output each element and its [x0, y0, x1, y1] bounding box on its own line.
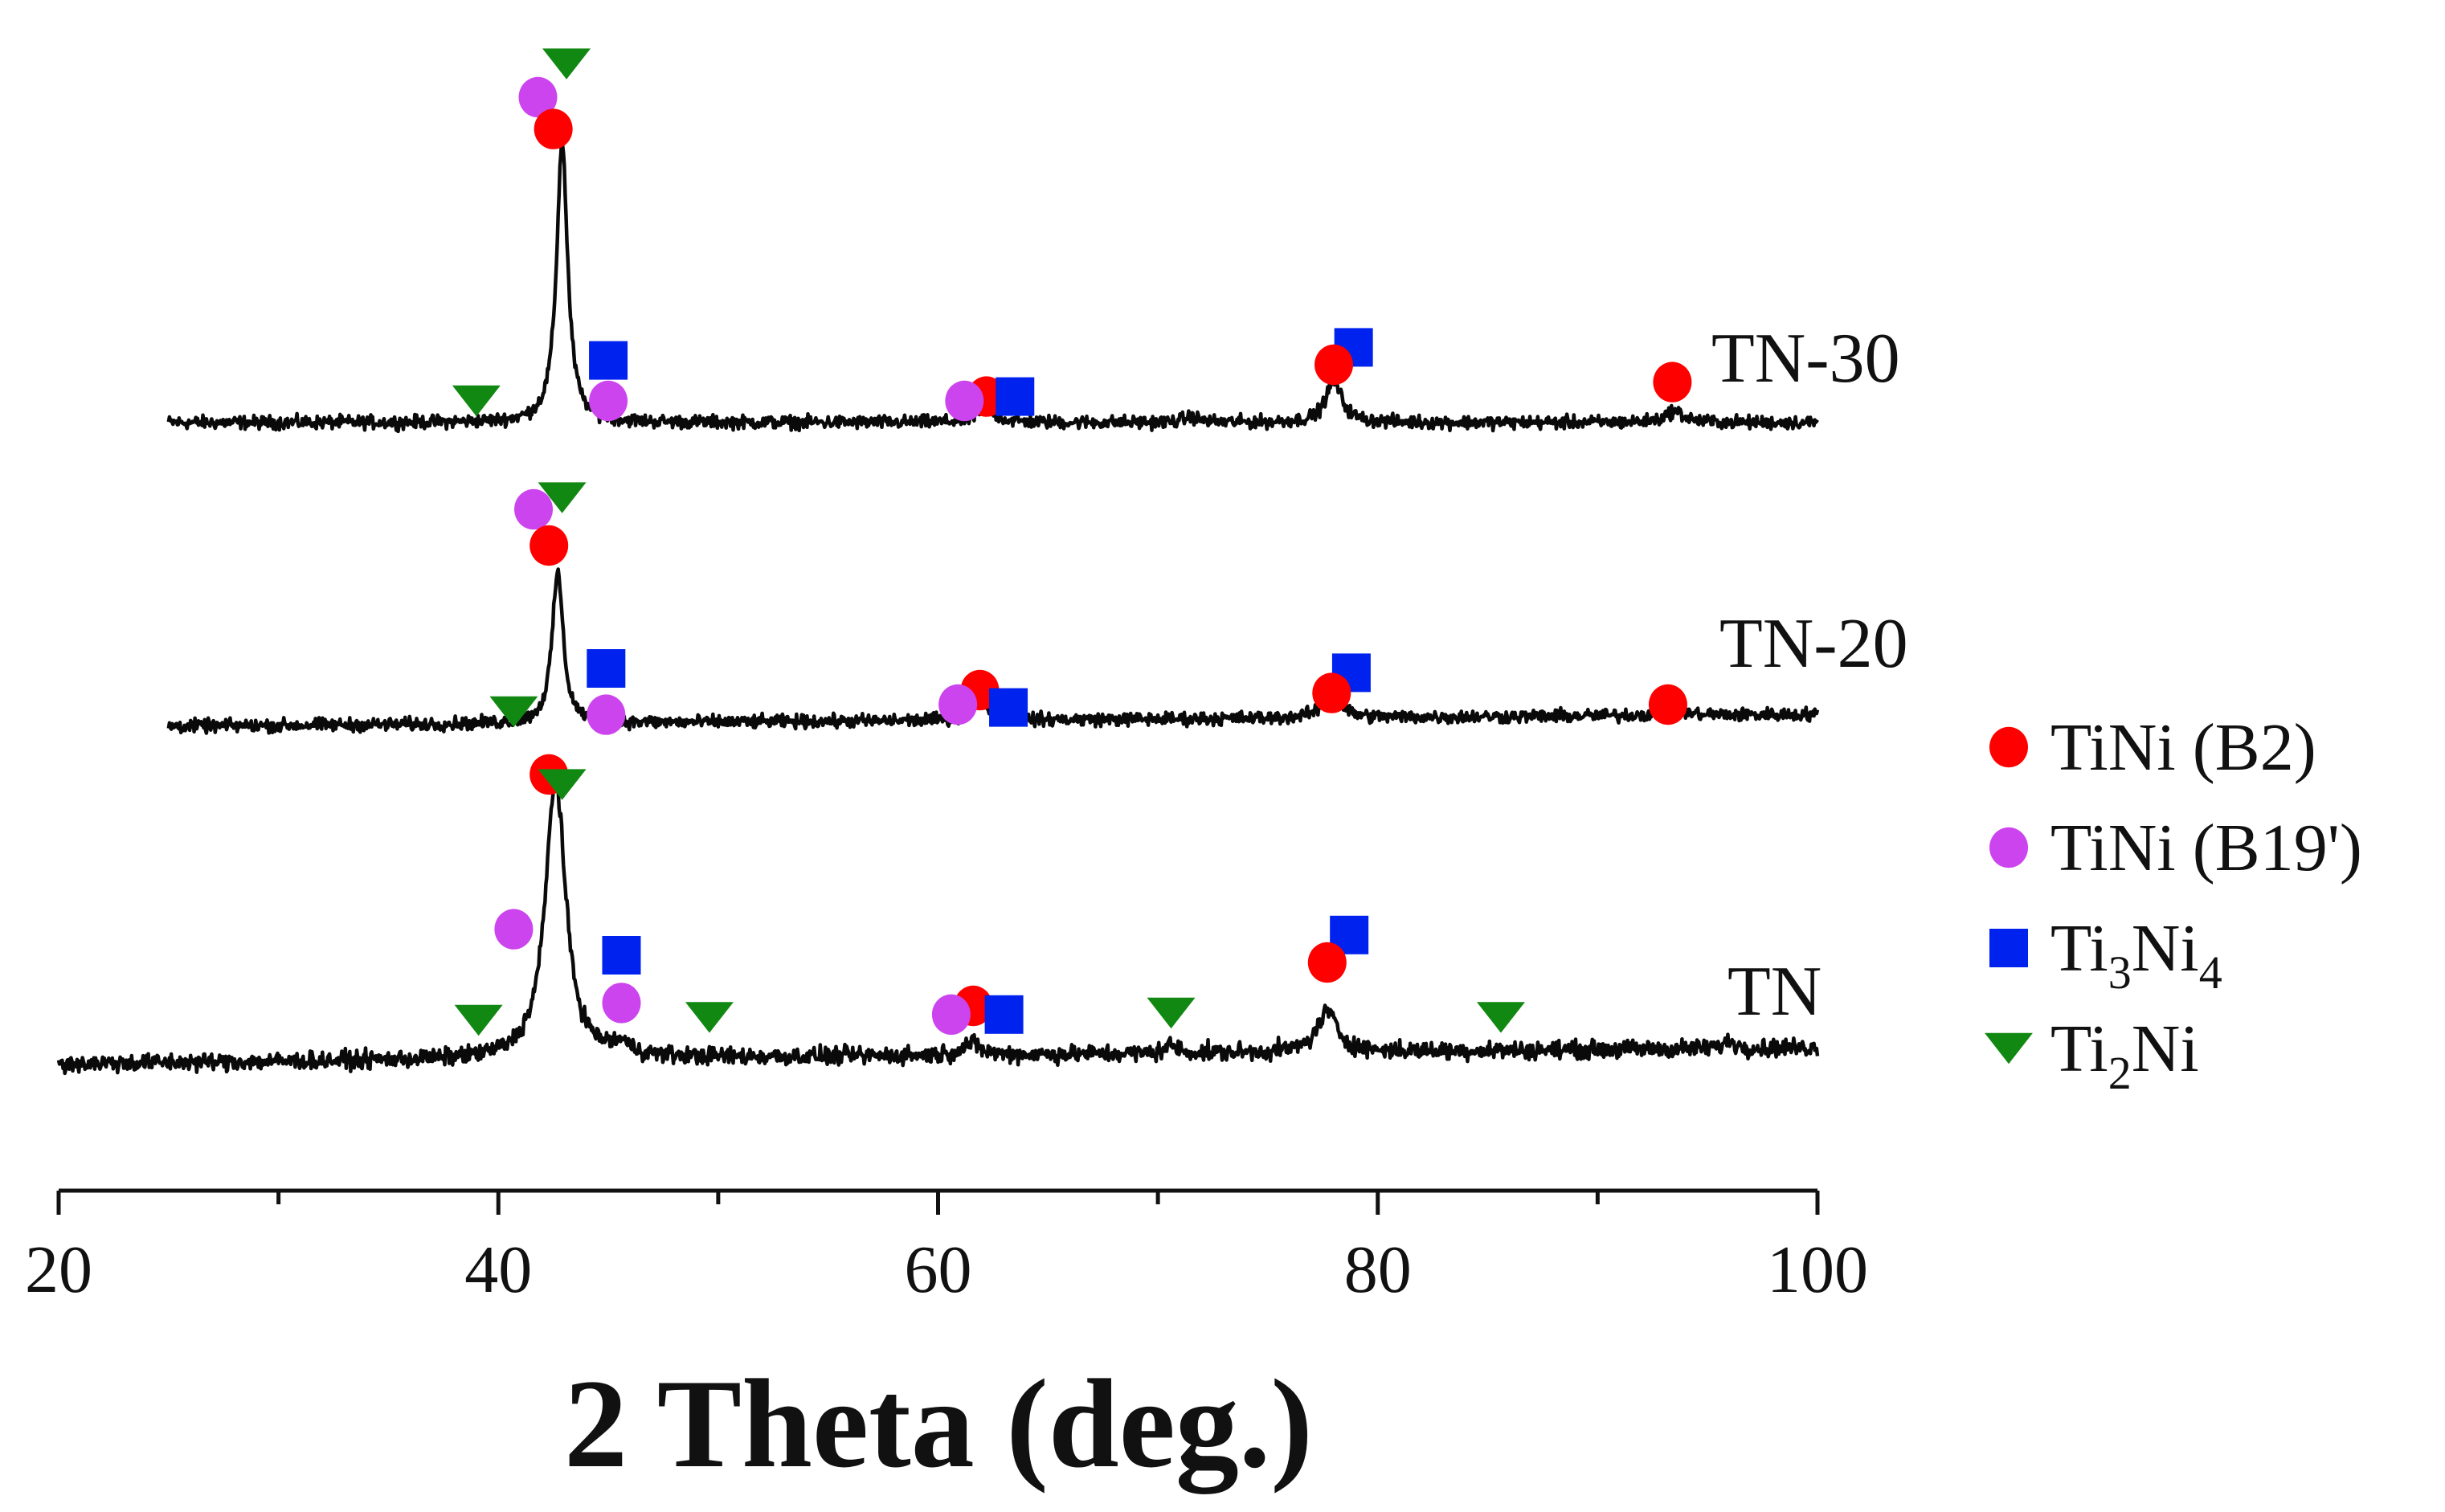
marker-tn-20-ti2ni-0 [538, 482, 587, 513]
marker-tn-20-b2-10 [1312, 672, 1351, 713]
legend-marker-b2 [1989, 726, 2028, 768]
marker-tn-ti2ni-1 [538, 769, 587, 800]
marker-tn-30-ti3ni4-8 [996, 377, 1035, 416]
marker-tn-30-ti2ni-5 [452, 385, 501, 417]
pattern-line-tn [56, 771, 1820, 1076]
marker-tn-b2-12 [1307, 942, 1347, 983]
marker-tn-20-b19-7 [938, 684, 978, 725]
x-tick-labels: 20 40 60 80 100 [25, 1232, 1868, 1307]
marker-tn-30-ti2ni-0 [542, 48, 591, 80]
series-label-tn: TN [1727, 953, 1821, 1031]
marker-tn-30-b2-10 [1314, 344, 1354, 386]
x-axis: 20 40 60 80 100 [25, 1188, 1868, 1307]
legend-text-part: Ni [2132, 911, 2199, 986]
legend-text-part: Ti [2050, 1011, 2108, 1086]
legend-text-part: Ni [2132, 1011, 2199, 1086]
series-label-tn-20: TN-20 [1719, 605, 1908, 683]
marker-tn-ti3ni4-3 [602, 936, 641, 975]
x-ticks [56, 1191, 1820, 1215]
legend-label-ti2ni: Ti2Ni [2050, 1011, 2199, 1099]
marker-tn-b19-8 [931, 994, 971, 1036]
marker-tn-ti2ni-5 [454, 1004, 503, 1036]
legend-subscript: 2 [2108, 1047, 2132, 1099]
series-label-tn-30: TN-30 [1711, 320, 1900, 398]
marker-tn-ti3ni4-9 [984, 995, 1024, 1034]
legend-text-part: Ti [2050, 911, 2108, 986]
legend-label-b2: TiNi (B2) [2050, 710, 2316, 785]
series-labels: TN-30 TN-20 TN [1711, 320, 1908, 1031]
marker-tn-30-ti3ni4-3 [589, 341, 628, 380]
marker-tn-30-b19-7 [945, 380, 984, 422]
legend-marker-b19 [1989, 827, 2028, 868]
legend-item-b2: TiNi (B2) [1989, 710, 2316, 785]
legend-label-b19: TiNi (B19') [2050, 811, 2362, 885]
marker-tn-20-b2-11 [1648, 684, 1687, 725]
marker-tn-30-b2-11 [1653, 362, 1692, 403]
marker-tn-ti2ni-10 [1147, 997, 1196, 1029]
legend-subscript: 3 [2108, 946, 2132, 999]
x-tick-label-60: 60 [905, 1232, 972, 1307]
x-tick-label-80: 80 [1344, 1232, 1412, 1307]
legend-item-ti2ni: Ti2Ni [1985, 1011, 2199, 1099]
marker-tn-b19-2 [494, 909, 534, 950]
pattern-curves [56, 137, 1820, 1076]
legend-label-ti3ni4: Ti3Ni4 [2050, 911, 2222, 999]
legend-item-ti3ni4: Ti3Ni4 [1989, 911, 2222, 999]
legend-marker-ti2ni [1985, 1032, 2033, 1065]
marker-tn-20-b19-1 [514, 488, 554, 530]
legend-subscript: 4 [2199, 946, 2222, 999]
marker-tn-20-b2-2 [529, 525, 569, 566]
marker-tn-b19-4 [602, 983, 641, 1024]
x-tick-label-20: 20 [25, 1232, 92, 1307]
x-axis-title: 2 Theta (deg.) [564, 1354, 1313, 1494]
marker-tn-20-ti3ni4-3 [587, 649, 626, 688]
marker-tn-20-b19-4 [587, 694, 626, 735]
marker-tn-30-b19-1 [518, 76, 558, 118]
marker-tn-30-b19-4 [589, 380, 628, 422]
marker-tn-20-ti2ni-5 [489, 696, 538, 728]
legend-marker-ti3ni4 [1989, 929, 2028, 967]
phase-markers [452, 48, 1692, 1036]
marker-tn-ti2ni-13 [1476, 1002, 1525, 1033]
marker-tn-ti2ni-6 [685, 1002, 734, 1033]
marker-tn-30-b2-2 [534, 108, 573, 149]
x-tick-label-100: 100 [1767, 1232, 1868, 1307]
marker-tn-20-ti3ni4-8 [989, 688, 1028, 727]
x-tick-label-40: 40 [464, 1232, 532, 1307]
legend-item-b19: TiNi (B19') [1989, 811, 2362, 885]
